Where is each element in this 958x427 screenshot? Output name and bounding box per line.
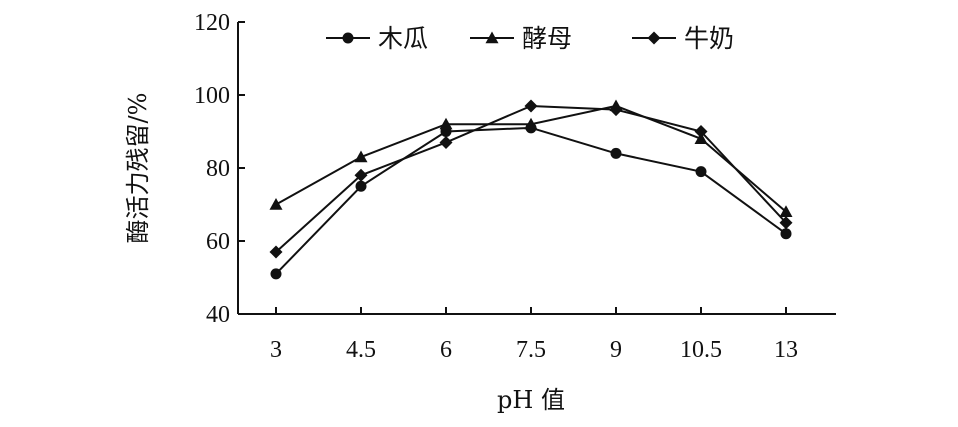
- legend-item: 牛奶: [632, 24, 734, 53]
- legend-marker: [342, 32, 354, 44]
- legend-marker: [647, 31, 661, 45]
- legend-label: 牛奶: [684, 24, 734, 53]
- x-axis: 3 4.5 6 7.5 9 10.5 13: [238, 307, 836, 363]
- diamond-point: [609, 103, 623, 117]
- x-tick-label: 3: [270, 337, 282, 363]
- triangle-point: [354, 150, 368, 163]
- x-tick-label: 6: [440, 337, 452, 363]
- legend-marker: [485, 31, 499, 44]
- legend-item: 木瓜: [326, 24, 428, 53]
- y-tick-label: 100: [194, 83, 230, 109]
- x-tick-label: 7.5: [516, 337, 546, 363]
- y-axis-title: 酶活力残留/%: [124, 93, 152, 244]
- circle-point: [610, 147, 622, 159]
- y-tick-label: 60: [206, 229, 230, 255]
- x-tick-label: 10.5: [680, 337, 722, 363]
- diamond-point: [269, 245, 283, 259]
- triangle-point: [439, 117, 453, 130]
- legend-item: 酵母: [470, 24, 572, 53]
- x-tick-label: 4.5: [346, 337, 376, 363]
- series-layer: [269, 99, 793, 280]
- x-axis-title: pH 值: [497, 386, 565, 414]
- triangle-point: [779, 205, 793, 217]
- circle-point: [270, 268, 282, 280]
- circle-point: [695, 166, 707, 178]
- legend-label: 酵母: [522, 24, 572, 53]
- circle-point: [355, 180, 367, 192]
- y-axis: 40 60 80 100 120: [194, 10, 245, 328]
- series-3: [269, 99, 793, 259]
- series-line: [275, 126, 787, 275]
- diamond-point: [694, 125, 708, 138]
- y-tick-label: 120: [194, 10, 230, 36]
- diamond-point: [354, 168, 368, 182]
- triangle-point: [269, 198, 283, 210]
- y-tick-label: 80: [206, 156, 230, 182]
- legend: 木瓜 酵母 牛奶: [326, 24, 734, 53]
- circle-point: [780, 228, 792, 240]
- y-tick-label: 40: [206, 302, 230, 328]
- triangle-point: [694, 132, 708, 144]
- diamond-point: [439, 135, 453, 149]
- legend-label: 木瓜: [378, 24, 428, 53]
- diamond-point: [524, 99, 538, 113]
- triangle-point: [524, 117, 538, 130]
- diamond-point: [779, 216, 793, 230]
- x-tick-label: 9: [610, 337, 622, 363]
- x-tick-label: 13: [774, 337, 798, 363]
